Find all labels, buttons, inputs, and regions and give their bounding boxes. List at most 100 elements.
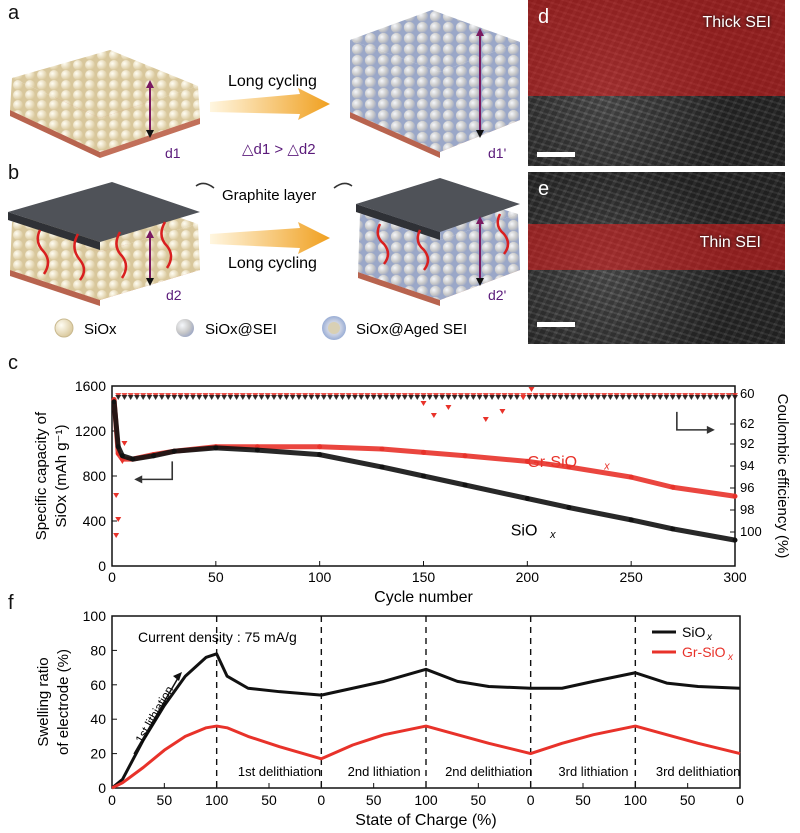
legend-siox: SiOx [84, 321, 117, 338]
ce-point-siox [152, 395, 159, 400]
y-axis-label-f2: of electrode (%) [55, 649, 72, 755]
sem-image-thin-sei: e Thin SEI [528, 172, 785, 344]
capacity-point-siox [213, 445, 219, 451]
legend-siox-sei-icon [176, 319, 194, 337]
thickness-arrow-d1 [146, 80, 154, 138]
x-tick-label-c: 50 [208, 569, 224, 585]
cycling-arrow-a [210, 88, 330, 120]
long-cycling-b: Long cycling [228, 255, 317, 272]
ce-outlier [445, 405, 452, 410]
graphite-pointer-left [195, 182, 215, 189]
y-axis-label-c2: SiOx (mAh g⁻¹) [53, 425, 70, 528]
ce-outlier [528, 387, 535, 392]
scale-bar-d [537, 152, 575, 157]
capacity-point-siox [151, 453, 157, 459]
ce-point-siox [445, 395, 452, 400]
x-tick-label-f: 0 [317, 792, 325, 808]
ce-point-siox [158, 395, 165, 400]
ce-point-siox [532, 395, 539, 400]
ce-point-siox [196, 395, 203, 400]
ce-point-siox [576, 395, 583, 400]
ce-point-siox [376, 395, 383, 400]
ce-point-siox [607, 395, 614, 400]
ce-point-siox [688, 395, 695, 400]
capacity-point-siox [130, 456, 136, 462]
d2-label: d2 [166, 287, 182, 303]
x-axis-label-c: Cycle number [374, 589, 473, 606]
ce-point-siox [507, 395, 514, 400]
ce-point-siox [582, 395, 589, 400]
ce-point-siox [208, 395, 215, 400]
ce-point-siox [395, 395, 402, 400]
scale-bar-e [537, 322, 575, 327]
legend-text-siox-sub: x [706, 632, 713, 643]
capacity-point-siox [462, 482, 468, 488]
ce-point-siox [619, 395, 626, 400]
x-tick-label-c: 0 [108, 569, 116, 585]
ce-point-siox [694, 395, 701, 400]
ce-point-siox [320, 395, 327, 400]
ce-point-siox [283, 395, 290, 400]
axis-pointer-right [676, 411, 713, 431]
delta-relation: △d1 > △d2 [242, 141, 316, 158]
thickness-arrow-d1-prime [476, 28, 484, 138]
ce-point-siox [651, 395, 658, 400]
ce-point-siox [719, 395, 726, 400]
panel-label-c: c [8, 352, 18, 374]
y2-tick-label-c: 60 [740, 386, 754, 401]
ce-point-siox [663, 395, 670, 400]
ce-point-siox [252, 395, 259, 400]
ce-point-siox [426, 395, 433, 400]
long-cycling-a: Long cycling [228, 73, 317, 90]
ce-point-siox [657, 395, 664, 400]
ce-point-siox [295, 395, 302, 400]
legend-text-siox: SiO [682, 624, 705, 640]
x-tick-label-f: 50 [261, 792, 277, 808]
y-axis-label-f: Swelling ratio [35, 657, 52, 746]
capacity-point-siox [115, 444, 121, 450]
ce-point-siox [420, 395, 427, 400]
x-tick-label-f: 100 [414, 792, 438, 808]
ce-point-siox [214, 395, 221, 400]
ce-point-siox [370, 395, 377, 400]
thick-sei-label: Thick SEI [702, 14, 771, 31]
fresh-electrode-a [10, 50, 200, 158]
y2-tick-label-c: 94 [740, 458, 754, 473]
ce-point-siox [171, 395, 178, 400]
ce-point-siox [389, 395, 396, 400]
ce-point-siox [189, 395, 196, 400]
capacity-point-siox [254, 447, 260, 453]
y-tick-label-f: 80 [90, 642, 106, 658]
ce-point-siox [339, 395, 346, 400]
ce-point-siox [401, 395, 408, 400]
d1-prime-label: d1' [488, 145, 506, 161]
y-tick-label-f: 60 [90, 677, 106, 693]
ce-outlier [430, 413, 437, 418]
ce-point-siox [264, 395, 271, 400]
ce-point-siox [146, 395, 153, 400]
ce-point-siox [345, 395, 352, 400]
ce-point-siox [177, 395, 184, 400]
x-tick-label-f: 50 [366, 792, 382, 808]
x-tick-label-f: 50 [157, 792, 173, 808]
ce-outlier [499, 409, 506, 414]
capacity-point-siox [119, 453, 125, 459]
capacity-series-siox [111, 401, 736, 543]
ce-point-siox [246, 395, 253, 400]
ce-point-siox [682, 395, 689, 400]
thickness-arrow-d2 [146, 230, 154, 286]
y-tick-label-c: 1200 [75, 423, 106, 439]
swelling-series-siox [111, 652, 741, 790]
ce-point-siox [239, 395, 246, 400]
ce-point-siox [495, 395, 502, 400]
ce-point-siox [383, 395, 390, 400]
d2-prime-label: d2' [488, 287, 506, 303]
graphite-layer-label: Graphite layer [222, 187, 316, 204]
ce-point-siox [613, 395, 620, 400]
electrode-schematic: d1 Long cycling △d1 > △d2 d1' d2 [8, 10, 520, 340]
axis-pointer-right-head [706, 425, 715, 434]
y2-tick-label-c: 96 [740, 480, 754, 495]
ce-point-siox [570, 395, 577, 400]
ce-point-siox [351, 395, 358, 400]
ce-point-siox [270, 395, 277, 400]
